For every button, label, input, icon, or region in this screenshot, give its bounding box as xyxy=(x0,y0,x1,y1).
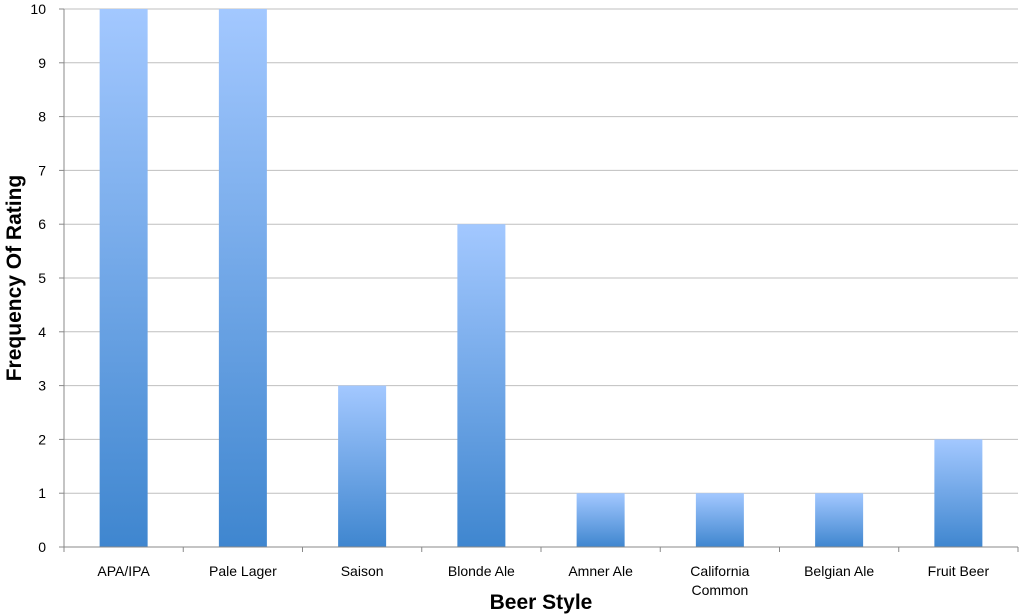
gridlines xyxy=(64,8,1018,494)
axes xyxy=(59,8,1019,552)
x-tick-label: California Common xyxy=(690,563,749,598)
y-tick-label: 8 xyxy=(38,109,46,125)
bars xyxy=(99,9,983,547)
y-tick-labels: 0 1 2 3 4 5 6 7 8 9 10 xyxy=(30,1,46,555)
bar xyxy=(695,493,744,547)
y-tick-label: 6 xyxy=(38,216,46,232)
y-tick-label: 9 xyxy=(38,55,46,71)
x-tick-label: Fruit Beer xyxy=(928,563,990,579)
x-tick-label: Pale Lager xyxy=(209,563,277,579)
bar xyxy=(457,224,506,547)
x-axis-title: Beer Style xyxy=(490,591,593,614)
bar xyxy=(576,493,625,547)
y-tick-label: 7 xyxy=(38,162,46,178)
x-tick-label: Amner Ale xyxy=(568,563,633,579)
y-tick-label: 3 xyxy=(38,378,46,394)
y-axis-title: Frequency Of Rating xyxy=(3,175,26,382)
x-tick-labels: APA/IPA Pale Lager Saison Blonde Ale Amner A… xyxy=(97,563,989,598)
x-tick-label: Saison xyxy=(341,563,384,579)
y-tick-label: 5 xyxy=(38,270,46,286)
bar xyxy=(338,385,387,547)
x-tick-label: Blonde Ale xyxy=(448,563,515,579)
y-tick-label: 4 xyxy=(38,324,46,340)
bar xyxy=(218,9,267,547)
x-tick-label: Belgian Ale xyxy=(804,563,874,579)
x-tick-label: APA/IPA xyxy=(97,563,150,579)
y-tick-label: 0 xyxy=(38,539,46,555)
y-tick-label: 2 xyxy=(38,431,46,447)
y-tick-label: 10 xyxy=(30,1,46,17)
bar xyxy=(815,493,864,547)
bar xyxy=(99,9,148,547)
y-tick-label: 1 xyxy=(38,485,46,501)
bar xyxy=(934,439,983,547)
